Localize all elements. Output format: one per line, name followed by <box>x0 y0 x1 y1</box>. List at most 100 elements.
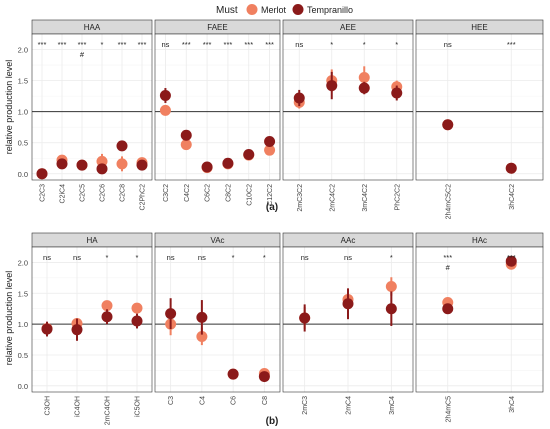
point-tempranillo <box>505 255 517 267</box>
significance-label: ns <box>301 253 309 262</box>
x-tick-label: C6 <box>231 396 238 405</box>
facet-aac: AAc ns ns * 2mC3 2mC4 3mC4 <box>282 232 414 415</box>
facet-title: HA <box>86 236 98 245</box>
x-tick-label: C6C2 <box>205 184 212 202</box>
point-tempranillo <box>116 140 128 152</box>
plot-background <box>416 34 543 180</box>
x-tick-label: C2iC4 <box>60 184 67 204</box>
facet-title: FAEE <box>207 23 227 32</box>
point-merlot <box>385 280 397 292</box>
legend-label-merlot: Merlot <box>261 5 287 15</box>
legend-title: Must <box>216 5 238 16</box>
x-tick-label: C3OH <box>45 396 52 415</box>
x-tick-label: C8C2 <box>225 184 232 202</box>
point-tempranillo <box>41 323 53 335</box>
significance-label-secondary: # <box>446 263 451 272</box>
significance-label: *** <box>78 40 87 49</box>
significance-label: *** <box>224 40 233 49</box>
plot-border <box>415 246 544 393</box>
chart-b: 0.0 0.5 1.0 1.5 2.0 HA ns ns * * C3OH iC4OH 2mC4OH iC… <box>18 232 544 425</box>
x-tick-label: C2C8 <box>120 184 127 202</box>
x-tick-label: 2mC3 <box>302 396 309 415</box>
plot-border <box>154 246 281 393</box>
y-tick-label: 1.5 <box>18 289 28 298</box>
significance-label: *** <box>138 40 147 49</box>
significance-label: ns <box>344 253 352 262</box>
significance-label: *** <box>182 40 191 49</box>
facet-title: HAA <box>84 23 101 32</box>
significance-label: ns <box>198 253 206 262</box>
point-tempranillo <box>243 149 255 161</box>
point-tempranillo <box>227 368 239 380</box>
significance-label: *** <box>507 40 516 49</box>
point-merlot <box>264 144 276 156</box>
y-tick-label: 2.0 <box>18 46 28 55</box>
significance-label: *** <box>203 40 212 49</box>
x-tick-label: C3C2 <box>163 184 170 202</box>
y-tick-label: 0.5 <box>18 351 28 360</box>
point-tempranillo <box>299 312 311 324</box>
x-tick-label: C3 <box>168 396 175 405</box>
point-tempranillo <box>358 82 370 94</box>
x-tick-label: iC4OH <box>75 396 82 417</box>
x-tick-label: 2mC4OH <box>105 396 112 425</box>
point-tempranillo <box>180 129 192 141</box>
plot-background <box>155 247 280 392</box>
point-tempranillo <box>293 92 305 104</box>
x-tick-label: C4C2 <box>184 184 191 202</box>
x-tick-label: C10C2 <box>246 184 253 206</box>
point-tempranillo <box>96 163 108 175</box>
x-tick-label: C2PhC2 <box>140 184 147 211</box>
plot-border <box>154 33 281 181</box>
x-tick-label: 3hC4 <box>509 396 516 413</box>
facet-haa: HAA*** *** ***#* *** ***C2C3 C2iC4 C2C5 C2C6 C2C… <box>31 19 153 211</box>
significance-label: *** <box>507 253 516 262</box>
significance-label: *** <box>265 40 274 49</box>
significance-label: *** <box>118 40 127 49</box>
point-tempranillo <box>442 303 454 315</box>
x-tick-label: PhC2C2 <box>394 184 401 211</box>
x-tick-label: C12C2 <box>267 184 274 206</box>
plot-background <box>416 247 543 392</box>
facet-hee: HEE ns *** 2h4mC5C2 3hC4C2 <box>415 19 544 219</box>
significance-label: ns <box>167 253 175 262</box>
point-tempranillo <box>442 119 454 131</box>
point-merlot <box>358 71 370 83</box>
facet-ha: HA ns ns * * C3OH iC4OH 2mC4OH iC5OH <box>31 232 153 425</box>
plot-border <box>415 33 544 181</box>
x-tick-label: 3hC4C2 <box>509 184 516 210</box>
significance-label: * <box>101 40 104 49</box>
x-tick-label: 2mC4 <box>346 396 353 415</box>
y-axis-label-a: relative production level <box>4 60 14 155</box>
y-tick-label: 0.5 <box>18 139 28 148</box>
point-merlot <box>116 158 128 170</box>
x-tick-label: 2h4mC5 <box>445 396 452 423</box>
point-tempranillo <box>391 87 403 99</box>
significance-label: * <box>232 253 235 262</box>
x-tick-label: 3mC4 <box>389 396 396 415</box>
y-tick-label: 1.0 <box>18 108 28 117</box>
point-merlot <box>131 302 143 314</box>
x-tick-label: 3mC4C2 <box>362 184 369 212</box>
plot-border <box>31 33 153 181</box>
plot-border <box>282 33 414 181</box>
point-tempranillo <box>342 298 354 310</box>
panel-label-b: (b) <box>266 416 279 427</box>
plot-border <box>282 246 414 393</box>
panel-label-a: (a) <box>266 202 278 213</box>
y-tick-label: 0.0 <box>18 170 28 179</box>
significance-label: * <box>263 253 266 262</box>
x-tick-label: C8 <box>262 396 269 405</box>
facet-faee: FAEE ns *** *** *** *** *** C3C2 C4C2 C6C2 C8C2 C10… <box>154 19 281 206</box>
facet-title: AEE <box>340 23 356 32</box>
point-tempranillo <box>326 80 338 92</box>
facet-title: VAc <box>210 236 224 245</box>
facet-title: HAc <box>472 236 487 245</box>
point-merlot <box>180 139 192 151</box>
plot-background <box>32 34 152 180</box>
point-tempranillo <box>131 315 143 327</box>
facet-aee: AEE ns * * * 2mC3C2 2mC4C2 3mC4C2 PhC2C2 <box>282 19 414 212</box>
legend-key-tempranillo <box>292 4 304 15</box>
